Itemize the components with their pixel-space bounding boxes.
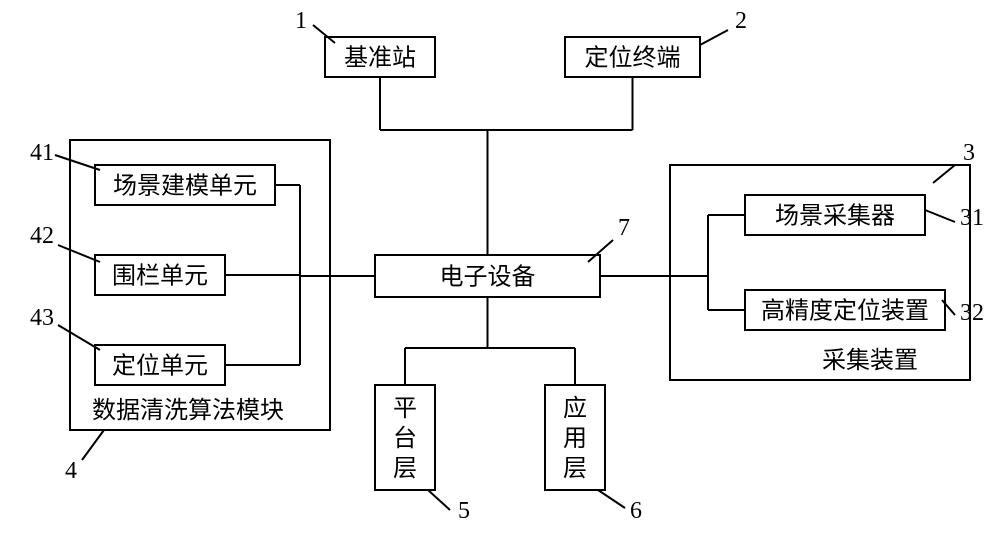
application-layer-label: 应用层 [563, 395, 587, 482]
callout-number: 43 [30, 305, 54, 331]
data-cleaning-module-caption: 数据清洗算法模块 [92, 397, 284, 424]
callout-number: 2 [735, 8, 747, 34]
high-precision-positioning-device-label: 高精度定位装置 [761, 297, 929, 324]
collection-device-caption: 采集装置 [822, 347, 918, 374]
callout-number: 41 [30, 140, 54, 166]
positioning-unit-label: 定位单元 [112, 352, 208, 379]
platform-layer-label: 平台层 [393, 396, 417, 482]
callout-number: 31 [960, 205, 984, 231]
connection-lines [225, 77, 745, 385]
callout-number: 7 [618, 215, 630, 241]
callout-number: 1 [295, 8, 307, 34]
positioning-unit-box: 定位单元 [95, 345, 225, 385]
scene-modeling-unit-box: 场景建模单元 [95, 165, 275, 205]
scene-collector-label: 场景采集器 [775, 202, 895, 229]
scene-collector-box: 场景采集器 [745, 195, 925, 235]
electronic-device-box: 电子设备 [375, 255, 600, 297]
high-precision-positioning-device-box: 高精度定位装置 [745, 290, 945, 330]
callout-number: 32 [960, 300, 984, 326]
system-block-diagram: 数据清洗算法模块 采集装置 基准站 定位终端 电子设备 场景建模单元 围栏单元 … [0, 0, 1000, 547]
positioning-terminal-label: 定位终端 [585, 44, 681, 71]
callout-number: 4 [65, 458, 77, 484]
callout-number: 6 [630, 498, 642, 524]
positioning-terminal-box: 定位终端 [565, 37, 700, 77]
base-station-box: 基准站 [325, 37, 435, 77]
application-layer-box: 应用层 [545, 385, 605, 490]
platform-layer-box: 平台层 [375, 385, 435, 490]
callout-number: 5 [458, 498, 470, 524]
scene-modeling-unit-label: 场景建模单元 [113, 172, 257, 199]
callout-number: 42 [30, 223, 54, 249]
fence-unit-label: 围栏单元 [112, 262, 208, 289]
electronic-device-label: 电子设备 [440, 263, 536, 290]
callout-number: 3 [963, 140, 975, 166]
fence-unit-box: 围栏单元 [95, 255, 225, 295]
base-station-label: 基准站 [344, 44, 416, 71]
